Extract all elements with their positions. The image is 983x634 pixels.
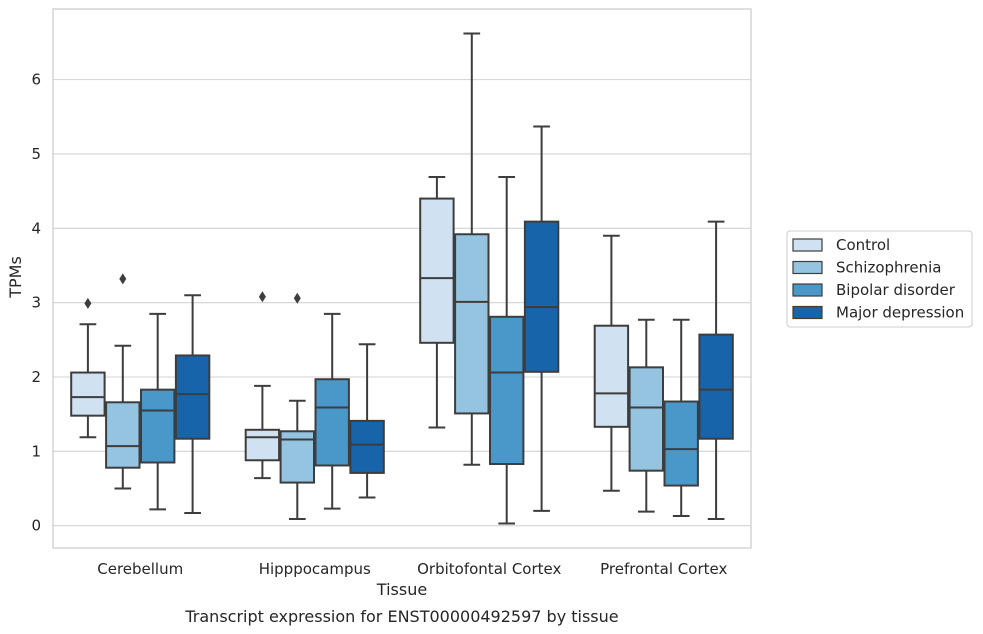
- box-control: [244, 291, 281, 480]
- legend: Control Schizophrenia Bipolar disorder Majo…: [786, 230, 973, 328]
- box-iqr: [628, 366, 664, 472]
- y-tick-label: 5: [31, 145, 41, 163]
- box-iqr: [523, 220, 560, 373]
- y-tick-label: 3: [31, 294, 41, 312]
- box-major-depression: [523, 125, 560, 512]
- y-tick-label: 4: [31, 219, 41, 237]
- x-axis-ticks: Cerebellum Hipppocampus Orbitofontal Corte…: [97, 560, 727, 578]
- box-schizophrenia: [105, 273, 141, 490]
- legend-label: Major depression: [836, 304, 964, 322]
- legend-label: Bipolar disorder: [836, 281, 956, 299]
- legend-frame: [786, 230, 973, 328]
- box-iqr: [663, 400, 699, 487]
- x-tick-label: Hipppocampus: [259, 560, 371, 578]
- box-iqr: [593, 324, 630, 428]
- outlier-point: [258, 291, 266, 303]
- outlier-point: [84, 297, 92, 309]
- y-tick-label: 0: [31, 517, 41, 535]
- box-iqr: [105, 401, 141, 469]
- legend-swatch: [792, 260, 823, 275]
- x-tick-label: Cerebellum: [97, 560, 183, 578]
- x-tick-label: Prefrontal Cortex: [600, 560, 727, 578]
- legend-swatch: [792, 283, 823, 297]
- box-control: [593, 234, 630, 492]
- box-iqr: [244, 428, 281, 462]
- y-axis-title: TPMs: [6, 256, 25, 299]
- x-tick-label: Orbitofontal Cortex: [417, 560, 561, 578]
- outlier-point: [119, 273, 127, 285]
- box-schizophrenia: [279, 292, 316, 521]
- box-iqr: [454, 233, 490, 415]
- y-tick-label: 2: [31, 368, 41, 386]
- box-major-depression: [349, 343, 385, 499]
- chart-caption: Transcript expression for ENST0000049259…: [184, 607, 618, 626]
- box-control: [70, 297, 106, 439]
- legend-label: Schizophrenia: [836, 259, 941, 277]
- box-schizophrenia: [628, 318, 664, 513]
- y-axis-ticks: 0 1 2 3 4 5 6: [31, 71, 41, 535]
- box-major-depression: [174, 294, 211, 515]
- legend-swatch: [792, 238, 823, 252]
- x-axis-title: Tissue: [376, 580, 427, 599]
- outlier-point: [293, 292, 301, 304]
- box-iqr: [419, 197, 455, 344]
- box-iqr: [174, 354, 211, 440]
- box-control: [419, 176, 455, 429]
- box-iqr: [140, 388, 176, 464]
- box-iqr: [698, 333, 734, 440]
- legend-swatch: [792, 305, 823, 320]
- box-iqr: [70, 371, 106, 417]
- box-iqr: [314, 378, 350, 467]
- box-plot-series: [70, 32, 734, 525]
- box-iqr: [349, 419, 385, 474]
- box-bipolar-disorder: [663, 318, 699, 518]
- box-iqr: [489, 315, 525, 465]
- box-major-depression: [698, 220, 734, 521]
- box-bipolar-disorder: [314, 312, 350, 510]
- box-schizophrenia: [454, 32, 490, 466]
- y-tick-label: 1: [31, 442, 41, 460]
- plot-frame: [52, 8, 752, 549]
- box-bipolar-disorder: [140, 312, 176, 511]
- y-tick-label: 6: [31, 71, 41, 89]
- legend-label: Control: [836, 236, 890, 254]
- box-bipolar-disorder: [489, 176, 525, 525]
